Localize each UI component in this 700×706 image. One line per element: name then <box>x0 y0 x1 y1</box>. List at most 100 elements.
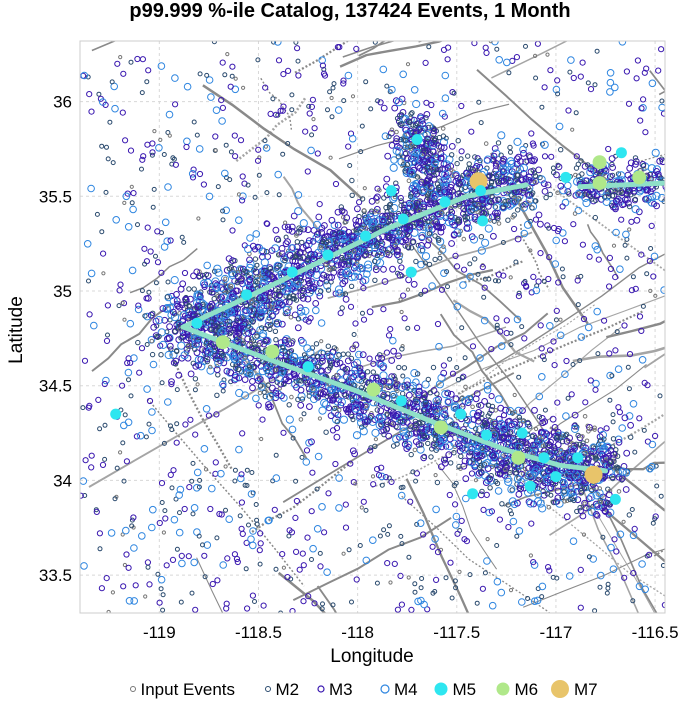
event-point <box>122 412 128 418</box>
event-point <box>452 501 459 508</box>
event-point <box>384 560 391 567</box>
event-point <box>390 156 398 164</box>
event-point <box>553 317 559 323</box>
event-point <box>573 153 580 160</box>
event-point <box>293 478 299 484</box>
event-point <box>148 426 156 435</box>
event-point <box>357 543 363 548</box>
event-point <box>96 530 104 537</box>
event-point <box>219 380 227 389</box>
event-point <box>628 287 636 294</box>
event-point <box>497 328 504 335</box>
event-point <box>291 311 299 319</box>
event-point <box>290 435 296 441</box>
event-point <box>296 566 303 573</box>
event-point <box>459 325 465 331</box>
event-point <box>222 72 228 78</box>
event-point <box>433 473 438 478</box>
event-point <box>130 190 137 197</box>
event-point <box>171 74 179 82</box>
event-point <box>169 485 175 491</box>
event-point <box>139 288 145 294</box>
event-point <box>161 218 170 227</box>
event-point <box>652 516 658 522</box>
event-point <box>368 106 374 112</box>
event-point <box>481 284 488 291</box>
event-point <box>170 515 179 524</box>
event-point <box>219 561 227 569</box>
event-point <box>308 508 315 515</box>
event-point <box>311 600 318 607</box>
event-point <box>253 502 259 507</box>
event-point <box>243 566 249 572</box>
event-point <box>105 332 110 338</box>
event-point <box>252 230 261 238</box>
event-point <box>159 380 165 386</box>
event-point <box>377 533 383 539</box>
event-point <box>110 590 116 595</box>
event-point <box>190 511 196 517</box>
event-point <box>496 516 503 523</box>
event-point <box>373 437 378 442</box>
event-point <box>655 67 662 74</box>
event-point <box>480 506 487 513</box>
event-point <box>111 104 119 113</box>
event-point <box>565 107 572 114</box>
event-point <box>209 580 216 588</box>
event-point <box>274 170 283 179</box>
event-point <box>508 342 514 348</box>
event-point <box>148 408 156 416</box>
event-point <box>587 86 595 93</box>
event-point <box>244 467 250 473</box>
fault-line <box>546 183 665 272</box>
event-point <box>237 513 243 519</box>
event-point <box>530 559 537 566</box>
event-point <box>378 464 385 471</box>
event-point <box>449 595 455 601</box>
event-point <box>295 58 301 64</box>
event-point <box>550 499 555 504</box>
event-point <box>252 194 258 200</box>
event-point <box>205 76 214 84</box>
event-point <box>192 606 199 613</box>
fault-line <box>235 96 307 163</box>
event-point <box>325 490 332 497</box>
event-point <box>412 589 418 595</box>
event-point <box>175 528 184 537</box>
event-point <box>567 69 573 75</box>
event-point <box>458 517 465 525</box>
event-point <box>420 203 428 211</box>
event-point <box>555 91 561 97</box>
event-point <box>591 242 600 250</box>
event-point <box>640 96 647 103</box>
event-point <box>259 436 264 442</box>
event-point <box>223 600 230 607</box>
event-point <box>539 104 545 110</box>
event-point <box>165 110 174 119</box>
event-point <box>508 275 513 280</box>
event-point <box>337 310 344 317</box>
event-point <box>294 324 302 332</box>
event-point <box>457 569 462 575</box>
event-point <box>458 156 464 162</box>
event-point <box>349 599 354 605</box>
event-point <box>587 377 594 384</box>
event-point <box>129 205 137 214</box>
event-point <box>451 90 457 96</box>
event-point <box>193 484 201 492</box>
event-point <box>418 291 424 297</box>
event-point <box>120 421 128 430</box>
event-point <box>309 544 317 553</box>
event-point <box>295 72 302 79</box>
event-point <box>363 79 369 85</box>
event-point <box>546 254 553 261</box>
event-point <box>574 206 583 215</box>
event-point <box>490 232 497 240</box>
event-point <box>483 557 491 565</box>
event-point <box>195 145 204 153</box>
event-point <box>309 132 315 138</box>
event-point <box>374 466 381 473</box>
event-point <box>609 373 615 379</box>
event-point <box>540 180 548 188</box>
